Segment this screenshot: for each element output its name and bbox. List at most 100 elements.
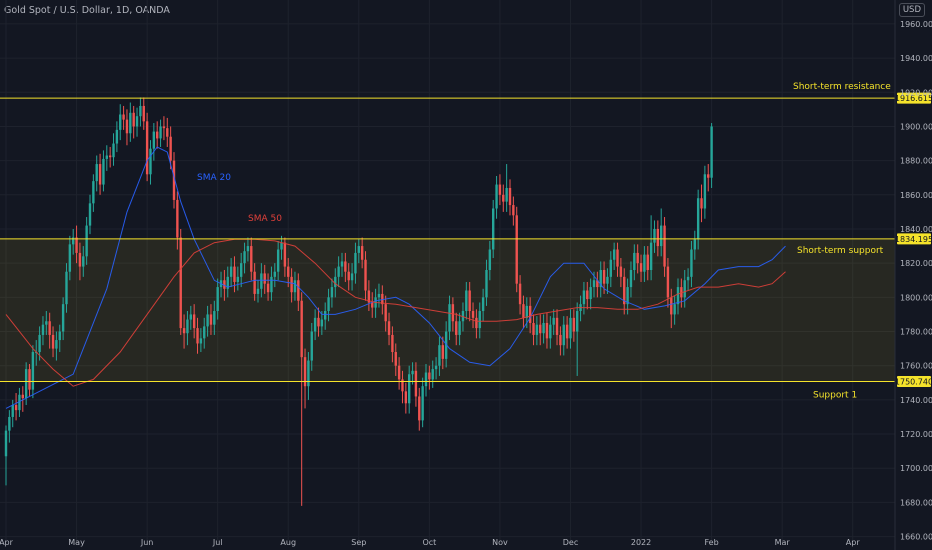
candle-body [623,276,626,305]
candle [354,242,357,284]
candle-body [287,266,290,277]
candle-body [572,317,576,332]
candle [307,352,310,400]
sma-line [5,146,786,409]
candle-body [209,314,213,325]
candle [169,126,172,170]
candle-body [48,321,51,335]
candle-body [649,242,653,270]
candle-body [710,126,713,178]
candle-body [552,317,555,325]
candle [310,322,313,371]
y-tick-label: 1960.000 [900,20,932,29]
candle [710,123,713,188]
candle [377,283,381,308]
candle [451,297,455,332]
candle-body [502,194,505,202]
candle [45,311,48,335]
candle-body [61,304,65,332]
candle [663,217,666,277]
candle [397,357,401,390]
candle [549,316,552,349]
candle [347,263,350,291]
x-tick-label: Oct [422,538,436,547]
sma-line [5,238,786,387]
candle [14,393,18,421]
candle [626,278,629,315]
candle [589,278,592,310]
candle [535,316,539,346]
candle-body [142,105,145,122]
candle-body [45,321,48,325]
time-axis[interactable]: Apr May Jun Jul Aug Sep Oct Nov Dec 2022 Feb Mar Apr [0,538,860,547]
candle-body [324,311,327,320]
candle [162,116,166,141]
candle [441,336,444,370]
candle-body [250,246,253,272]
candle [565,316,569,349]
candle-body [569,317,572,339]
candle-body [371,302,374,308]
candle-body [458,321,461,335]
candle-body [240,263,243,277]
candle-body [680,287,683,298]
candle [320,311,324,335]
candle [660,208,663,257]
candle [360,237,364,269]
y-tick-label: 1660.000 [900,533,932,542]
candle [125,109,129,146]
candle-body [119,114,122,130]
candle [233,256,236,293]
candle-body [243,251,246,264]
candle-body [125,119,129,134]
candle-body [535,324,539,335]
candle [283,237,287,277]
candle-body [192,314,196,329]
candle-body [4,430,8,457]
candle [612,242,616,270]
currency-button[interactable]: USD [898,3,925,17]
level-price-text: 1750.740 [895,378,932,387]
candle-body [596,280,599,288]
level-label: Support 1 [813,391,857,401]
candle-body [347,271,350,281]
y-tick-label: 1740.000 [900,396,932,405]
price-axis[interactable]: 1660.000 1680.000 1700.000 1720.000 1740.000… [894,0,932,550]
candle [545,312,549,349]
x-tick-label: Nov [492,538,508,547]
candle-body [387,321,391,335]
candle-body [670,297,673,315]
candle-body [340,261,344,267]
candle [142,97,145,130]
candle [82,246,85,277]
candle-body [367,290,371,303]
candle-body [411,370,414,375]
candle [226,266,229,298]
candle [653,220,656,253]
candle [488,240,492,281]
candle-body [216,287,219,312]
candle-body [266,283,270,293]
horizontal-levels[interactable]: Short-term resistance 1916.615 Short-term … [0,82,932,401]
candle-body [707,174,710,178]
candle [149,140,152,185]
candle-body [703,174,707,209]
candle-body [149,148,152,175]
candle-body [357,246,360,253]
candle-body [616,249,619,267]
candle [209,304,213,335]
candle-body [424,372,428,387]
candle [619,258,623,288]
candle-body [199,338,203,344]
candle-body [186,319,189,334]
candle-body [660,225,663,247]
candle-body [260,273,263,289]
candle [236,266,240,291]
candle [61,297,65,341]
candle [41,316,45,346]
candle [512,196,515,226]
candle-body [132,112,135,127]
candle [273,263,276,288]
y-tick-label: 1820.000 [900,259,932,268]
